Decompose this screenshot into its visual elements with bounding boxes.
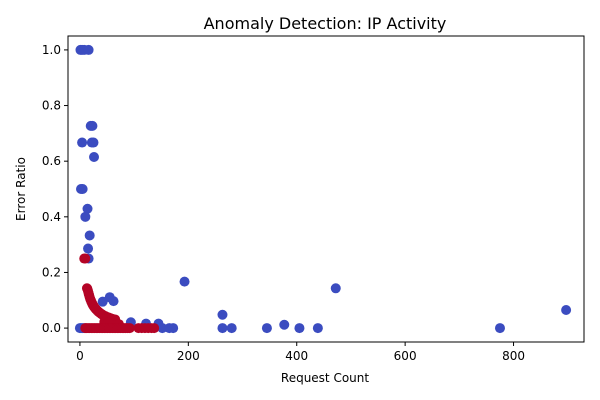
y-tick-label: 1.0 (42, 43, 61, 57)
y-axis-label: Error Ratio (14, 157, 28, 221)
normal-point (279, 319, 290, 330)
plot-frame (67, 35, 585, 343)
axis-ticks: 0 200 400 600 800 0.0 0.2 0.4 0.6 0.8 1.0 (42, 43, 525, 363)
normal-point (89, 152, 100, 163)
normal-point (83, 243, 94, 254)
anomaly-point (149, 323, 160, 334)
normal-point (82, 203, 93, 214)
normal-point (494, 323, 505, 334)
x-axis-label: Request Count (281, 371, 369, 385)
normal-point (294, 323, 305, 334)
normal-point (561, 305, 572, 316)
normal-point (88, 137, 99, 148)
normal-point (83, 44, 94, 55)
normal-point (168, 323, 179, 334)
x-tick-label: 200 (177, 349, 200, 363)
y-tick-label: 0.2 (42, 265, 61, 279)
normal-point (84, 230, 95, 241)
chart-title: Anomaly Detection: IP Activity (204, 14, 447, 33)
normal-point (179, 276, 190, 287)
normal-point (217, 309, 228, 320)
y-tick-label: 0.0 (42, 321, 61, 335)
normal-point (157, 323, 168, 334)
normal-point (312, 323, 323, 334)
data-points (74, 44, 572, 334)
normal-point (77, 137, 88, 148)
y-tick-label: 0.6 (42, 154, 61, 168)
x-tick-label: 400 (285, 349, 308, 363)
normal-point (330, 283, 341, 294)
normal-point (108, 296, 119, 307)
normal-point (217, 323, 228, 334)
x-tick-label: 800 (502, 349, 525, 363)
normal-point (97, 296, 108, 307)
normal-point (80, 211, 91, 222)
y-tick-label: 0.8 (42, 99, 61, 113)
normal-point (87, 120, 98, 131)
x-tick-label: 0 (76, 349, 84, 363)
anomaly-point (124, 323, 135, 334)
normal-point (77, 184, 88, 194)
normal-point (226, 323, 237, 334)
normal-point (261, 323, 272, 334)
anomaly-point (80, 253, 91, 264)
y-tick-label: 0.4 (42, 210, 61, 224)
x-tick-label: 600 (394, 349, 417, 363)
